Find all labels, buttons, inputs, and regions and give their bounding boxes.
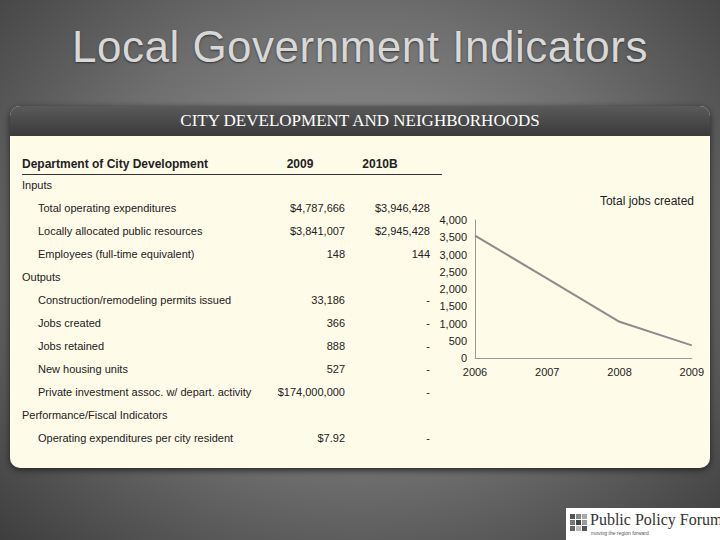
html-text:144: 144: [411, 248, 430, 260]
html-text:Locally allocated public resou: Locally allocated public resources: [38, 225, 203, 237]
html-text:$7.92: $7.92: [317, 432, 345, 444]
html-text:Department of City Development: Department of City Development: [22, 157, 208, 171]
html-text:$3,946,428: $3,946,428: [374, 202, 430, 214]
html-text:CITY DEVELOPMENT AND NEIGHBORH: CITY DEVELOPMENT AND NEIGHBORHOODS: [180, 111, 540, 130]
html-text:Inputs: Inputs: [22, 179, 52, 191]
html-text:2009: 2009: [286, 157, 314, 171]
html-text:Total operating expenditures: Total operating expenditures: [38, 202, 177, 214]
html-text:Operating expenditures per cit: Operating expenditures per city resident: [38, 432, 234, 444]
svg-text:2007: 2007: [535, 366, 559, 378]
html-text:$4,787,666: $4,787,666: [289, 202, 345, 214]
html-text:148: 148: [326, 248, 345, 260]
svg-text:2009: 2009: [680, 366, 704, 378]
html-text:888: 888: [326, 340, 345, 352]
html-text:Employees (full-time equivalen: Employees (full-time equivalent): [38, 248, 195, 260]
svg-text:1,500: 1,500: [439, 300, 467, 312]
html-text:Local Government Indicators: Local Government Indicators: [72, 22, 648, 71]
html-text:$174,000,000: $174,000,000: [277, 386, 345, 398]
svg-text:Total jobs created: Total jobs created: [600, 194, 694, 208]
svg-text:1,000: 1,000: [439, 318, 467, 330]
svg-text:2006: 2006: [463, 366, 487, 378]
svg-text:2,500: 2,500: [439, 266, 467, 278]
html-text:366: 366: [326, 317, 345, 329]
html-text:33,186: 33,186: [311, 294, 345, 306]
html-text:$2,945,428: $2,945,428: [374, 225, 430, 237]
html-text:Outputs: Outputs: [22, 271, 61, 283]
html-text:New housing units: New housing units: [38, 363, 128, 375]
svg-text:2,000: 2,000: [439, 283, 467, 295]
svg-text:2008: 2008: [607, 366, 631, 378]
html-text:moving the region forward: moving the region forward: [591, 530, 649, 536]
html-text:$3,841,007: $3,841,007: [289, 225, 345, 237]
svg-text:0: 0: [461, 352, 467, 364]
html-text:Performance/Fiscal Indicators: Performance/Fiscal Indicators: [22, 409, 168, 421]
svg-text:500: 500: [449, 335, 467, 347]
html-text:Jobs retained: Jobs retained: [38, 340, 104, 352]
html-text:Construction/remodeling permit: Construction/remodeling permits issued: [38, 294, 232, 306]
html-text:Private investment assoc. w/ d: Private investment assoc. w/ depart. act…: [38, 386, 252, 398]
svg-text:4,000: 4,000: [439, 214, 467, 226]
html-text:527: 527: [326, 363, 345, 375]
svg-text:3,500: 3,500: [439, 231, 467, 243]
html-text:2010B: 2010B: [362, 157, 398, 171]
svg-text:3,000: 3,000: [439, 249, 467, 261]
html-text:Jobs created: Jobs created: [38, 317, 101, 329]
